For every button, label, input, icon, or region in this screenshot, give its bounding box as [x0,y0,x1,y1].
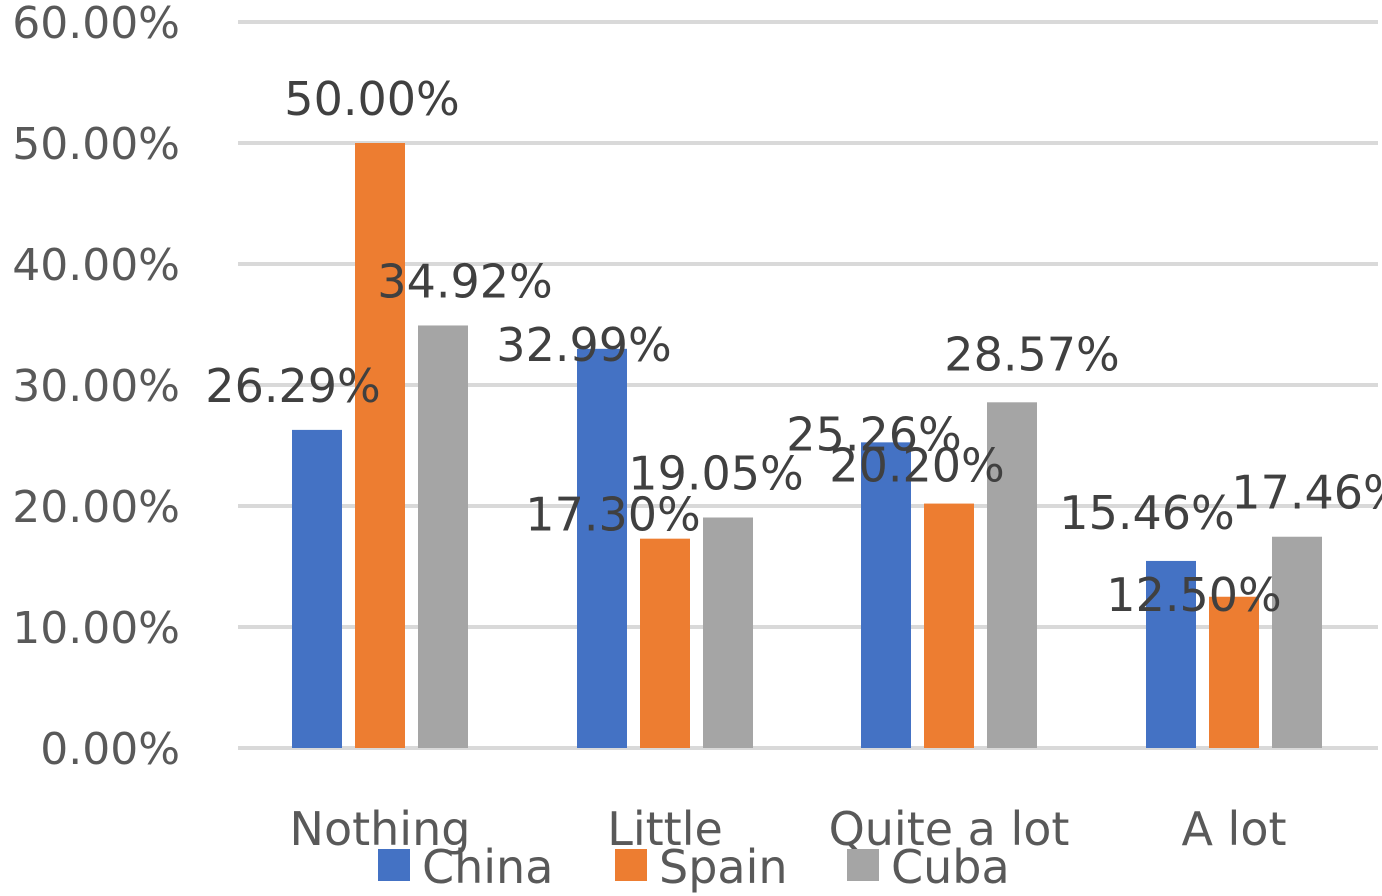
data-label: 32.99% [496,318,671,372]
bar-spain-a-lot [1209,596,1259,748]
y-tick-label: 40.00% [12,240,180,291]
bars [292,143,1322,748]
legend-swatch-spain [615,849,647,881]
bar-cuba-quite-a-lot [987,402,1037,748]
x-category-label: Quite a lot [829,802,1070,856]
data-label: 50.00% [284,72,459,126]
data-label: 25.26% [786,407,961,461]
bar-spain-little [640,538,690,748]
gridlines [238,20,1378,750]
legend-label-spain: Spain [659,840,788,894]
data-labels: 26.29% 32.99% 25.26% 15.46% 50.00% 17.30% 20.2… [205,72,1382,622]
data-label: 17.30% [525,488,700,542]
bar-cuba-a-lot [1272,536,1322,748]
legend-label-cuba: Cuba [891,840,1010,894]
bar-china-a-lot [1146,560,1196,748]
y-tick-label: 10.00% [12,603,180,654]
data-label: 19.05% [628,446,803,500]
bar-spain-quite-a-lot [924,503,974,748]
x-category-label: A lot [1181,802,1286,856]
x-category-label: Nothing [290,802,471,856]
data-label: 34.92% [377,254,552,308]
data-label: 17.46% [1231,466,1382,520]
bar-cuba-nothing [418,325,468,748]
data-label: 26.29% [205,359,380,413]
legend: China Spain Cuba [378,840,1010,894]
bar-china-nothing [292,429,342,748]
y-axis: 0.00% 10.00% 20.00% 30.00% 40.00% 50.00% 60.00… [12,0,180,775]
data-label: 12.50% [1106,568,1281,622]
data-label: 20.20% [829,439,1004,493]
x-category-label: Little [607,802,723,856]
bar-china-little [577,348,627,748]
legend-swatch-cuba [847,849,879,881]
data-label: 15.46% [1059,486,1234,540]
x-axis: Nothing Little Quite a lot A lot [290,802,1287,856]
y-tick-label: 30.00% [12,361,180,412]
y-tick-label: 0.00% [40,724,180,775]
bar-china-quite-a-lot [861,442,911,748]
bar-spain-nothing [355,143,405,748]
legend-label-china: China [422,840,553,894]
bar-cuba-little [703,517,753,748]
y-tick-label: 20.00% [12,482,180,533]
y-tick-label: 60.00% [12,0,180,49]
y-tick-label: 50.00% [12,119,180,170]
data-label: 28.57% [944,327,1119,381]
legend-swatch-china [378,849,410,881]
